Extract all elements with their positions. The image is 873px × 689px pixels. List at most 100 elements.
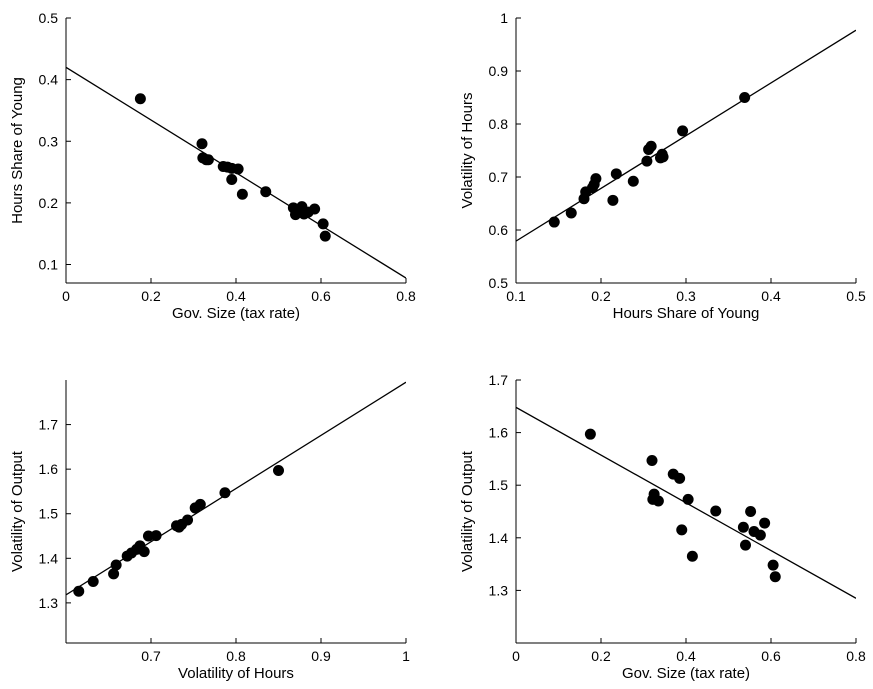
y-tick-label: 1.3 <box>39 595 59 611</box>
x-tick-label: 0.4 <box>226 288 246 304</box>
x-tick-label: 0.9 <box>311 648 331 664</box>
y-tick-label: 0.6 <box>489 222 509 238</box>
x-tick-label: 1 <box>402 648 410 664</box>
x-tick-label: 0.3 <box>676 288 696 304</box>
y-tick-label: 0.9 <box>489 63 509 79</box>
y-tick-label: 1 <box>500 10 508 26</box>
y-tick-label: 1.6 <box>489 425 509 441</box>
x-tick-label: 0 <box>512 648 520 664</box>
x-axis-label: Gov. Size (tax rate) <box>622 665 750 682</box>
y-tick-label: 1.5 <box>489 477 509 493</box>
scatter-point <box>610 168 622 180</box>
y-tick-label: 1.4 <box>39 550 59 566</box>
subplot-gov-size-vs-volatility-output: 0 0.2 0.4 0.6 0.8 1.3 1.4 1.5 1.6 1.7 Gov. Size (t… <box>459 372 866 682</box>
scatter-point <box>232 163 244 175</box>
scatter-point <box>677 125 689 137</box>
y-tick-label: 0.8 <box>489 116 509 132</box>
scatter-point <box>73 585 85 597</box>
x-tick-label: 0.6 <box>761 648 781 664</box>
x-tick-label: 0.4 <box>676 648 696 664</box>
scatter-point <box>657 151 669 163</box>
x-tick-label: 0.2 <box>591 648 611 664</box>
scatter-point <box>317 218 329 230</box>
y-tick-label: 1.4 <box>489 530 509 546</box>
scatter-point <box>548 216 560 228</box>
scatter-point <box>134 93 146 105</box>
scatter-point <box>627 175 639 187</box>
scatter-point <box>590 173 602 185</box>
x-tick-label: 0.8 <box>396 288 416 304</box>
scatter-point <box>319 230 331 242</box>
scatter-point <box>607 194 619 206</box>
scatter-point <box>565 207 577 219</box>
y-tick-label: 0.1 <box>39 257 59 273</box>
subplot-hours-share-vs-volatility-hours: 0.1 0.2 0.3 0.4 0.5 0.5 0.6 0.7 0.8 0.9 1 Hours Sha… <box>459 10 866 322</box>
y-axis-label: Volatility of Hours <box>459 93 476 209</box>
y-tick-label: 0.5 <box>489 275 509 291</box>
scatter-point <box>309 203 321 215</box>
scatter-point <box>87 575 99 587</box>
scatter-point <box>202 154 214 166</box>
scatter-point <box>652 495 664 507</box>
scatter-point <box>759 517 771 529</box>
x-tick-label: 0.1 <box>506 288 526 304</box>
y-tick-label: 1.3 <box>489 582 509 598</box>
scatter-point <box>260 186 272 198</box>
fit-line <box>516 29 856 242</box>
y-tick-label: 0.5 <box>39 10 59 26</box>
scatter-point <box>682 493 694 505</box>
fit-line <box>66 381 406 596</box>
x-tick-label: 0.2 <box>141 288 161 304</box>
x-axis-label: Volatility of Hours <box>178 665 294 682</box>
y-tick-label: 1.6 <box>39 461 59 477</box>
scatter-point <box>273 464 284 476</box>
x-tick-label: 0.2 <box>591 288 611 304</box>
scatter-point <box>196 138 208 150</box>
scatter-point <box>737 521 749 533</box>
subplot-gov-size-vs-hours-share: 0 0.2 0.4 0.6 0.8 0.1 0.2 0.3 0.4 0.5 Gov. Size (t… <box>9 10 416 322</box>
x-tick-label: 0 <box>62 288 70 304</box>
y-axis-label: Hours Share of Young <box>9 77 26 224</box>
y-tick-label: 0.2 <box>39 195 59 211</box>
scatter-point <box>219 487 231 499</box>
scatter-point <box>676 524 688 536</box>
y-tick-label: 0.7 <box>489 169 509 185</box>
scatter-point <box>674 472 686 484</box>
y-tick-label: 0.4 <box>39 72 59 88</box>
y-axis-label: Volatility of Output <box>9 450 26 572</box>
x-axis-label: Hours Share of Young <box>613 305 760 322</box>
y-axis-label: Volatility of Output <box>459 450 476 572</box>
scatter-point <box>226 173 238 185</box>
scatter-point <box>769 571 781 583</box>
scatter-point <box>110 559 122 571</box>
scatter-point <box>182 514 194 526</box>
scatter-point <box>108 568 120 580</box>
x-tick-label: 0.7 <box>141 648 161 664</box>
scatter-point <box>150 530 162 542</box>
scatter-point <box>646 454 658 466</box>
scatter-point <box>739 92 751 103</box>
scatter-point <box>138 546 150 558</box>
scatter-point <box>645 140 657 152</box>
y-tick-label: 1.7 <box>39 417 59 433</box>
scatter-point <box>710 505 722 517</box>
x-tick-label: 0.8 <box>846 648 866 664</box>
x-tick-label: 0.4 <box>761 288 781 304</box>
y-tick-label: 1.7 <box>489 372 509 388</box>
y-tick-label: 0.3 <box>39 133 59 149</box>
x-tick-label: 0.5 <box>846 288 866 304</box>
y-tick-label: 1.5 <box>39 506 59 522</box>
scatter-point <box>584 428 596 440</box>
scatter-point <box>740 539 751 551</box>
scatter-point <box>767 559 779 571</box>
x-tick-label: 0.8 <box>226 648 246 664</box>
scatter-point <box>194 498 206 510</box>
scatter-point <box>745 506 757 517</box>
scatter-point <box>686 550 698 562</box>
scatter-point <box>236 188 248 200</box>
scatter-point <box>641 155 653 167</box>
subplot-volatility-hours-vs-volatility-output: 0.7 0.8 0.9 1 1.3 1.4 1.5 1.6 1.7 Volatility of H… <box>9 380 410 682</box>
x-axis-label: Gov. Size (tax rate) <box>172 305 300 322</box>
x-tick-label: 0.6 <box>311 288 331 304</box>
